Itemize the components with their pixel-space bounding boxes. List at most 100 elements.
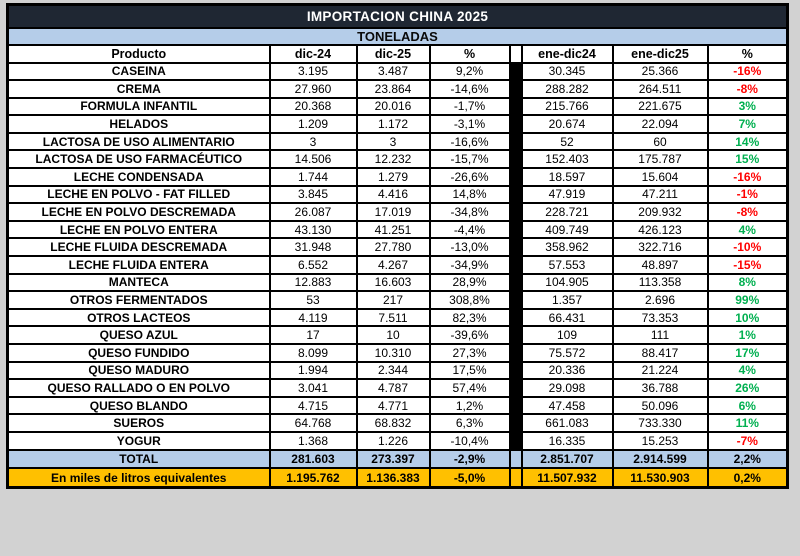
value-cell: 27,3% — [428, 343, 511, 363]
value-cell: 209.932 — [611, 202, 709, 222]
pct-change-cell: 15% — [706, 149, 789, 170]
import-table-sheet: IMPORTACION CHINA 2025 TONELADAS Product… — [6, 3, 789, 490]
product-cell: QUESO RALLADO O EN POLVO — [6, 378, 271, 398]
value-cell: 1.136.383 — [355, 467, 431, 489]
value-cell: 152.403 — [520, 149, 614, 170]
value-cell: 27.780 — [355, 237, 431, 258]
product-cell: LECHE CONDENSADA — [6, 167, 271, 187]
value-cell: 66.431 — [520, 307, 614, 328]
value-cell: 3 — [355, 131, 431, 152]
pct-change-cell: -15% — [706, 255, 789, 275]
product-cell: En miles de litros equivalentes — [6, 467, 271, 489]
section-divider — [508, 61, 523, 82]
value-cell: 47.458 — [520, 395, 614, 416]
value-cell: 661.083 — [520, 413, 614, 433]
value-cell: 3.845 — [268, 184, 358, 205]
table-row: LACTOSA DE USO ALIMENTARIO 3 3 -16,6% 52 60 14… — [6, 131, 789, 152]
value-cell: 4.416 — [355, 184, 431, 205]
section-divider — [508, 325, 523, 345]
section-divider — [508, 290, 523, 310]
product-cell: OTROS LACTEOS — [6, 307, 271, 328]
value-cell: 29.098 — [520, 378, 614, 398]
pct-change-cell: 11% — [706, 413, 789, 433]
pct-change-cell: 4% — [706, 219, 789, 240]
section-divider — [508, 114, 523, 134]
section-divider — [508, 430, 523, 451]
value-cell: 22.094 — [611, 114, 709, 134]
product-cell: HELADOS — [6, 114, 271, 134]
value-cell: 17,5% — [428, 360, 511, 381]
product-cell: YOGUR — [6, 430, 271, 451]
section-divider — [508, 395, 523, 416]
column-header-row: Producto dic-24 dic-25% ene-dic24 ene-dic25% — [6, 43, 789, 64]
column-header-dic-25: dic-25 — [355, 43, 431, 64]
section-divider — [508, 467, 523, 489]
value-cell: -2,9% — [428, 448, 511, 470]
table-row: LECHE FLUIDA DESCREMADA 31.948 27.780 -13,0… — [6, 237, 789, 258]
table-row: CREMA 27.960 23.864 -14,6% 288.282 264.511 -8% — [6, 79, 789, 99]
value-cell: 2.914.599 — [611, 448, 709, 470]
section-divider — [508, 272, 523, 293]
table-row: FORMULA INFANTIL 20.368 20.016 -1,7% 215.766… — [6, 96, 789, 117]
value-cell: 426.123 — [611, 219, 709, 240]
section-divider — [508, 131, 523, 152]
product-cell: SUEROS — [6, 413, 271, 433]
value-cell: 17 — [268, 325, 358, 345]
value-cell: 50.096 — [611, 395, 709, 416]
value-cell: 20.674 — [520, 114, 614, 134]
value-cell: 111 — [611, 325, 709, 345]
value-cell: 228.721 — [520, 202, 614, 222]
pct-change-cell: 26% — [706, 378, 789, 398]
section-divider — [508, 149, 523, 170]
value-cell: 8.099 — [268, 343, 358, 363]
value-cell: 1.744 — [268, 167, 358, 187]
section-divider — [508, 360, 523, 381]
table-row: QUESO AZUL 17 10 -39,6% 109 111 1% — [6, 325, 789, 345]
product-cell: LECHE FLUIDA ENTERA — [6, 255, 271, 275]
value-cell: 3.487 — [355, 61, 431, 82]
value-cell: 273.397 — [355, 448, 431, 470]
value-cell: -16,6% — [428, 131, 511, 152]
table-row: OTROS FERMENTADOS 53 217 308,8% 1.357 2.696 99… — [6, 290, 789, 310]
section-divider — [508, 202, 523, 222]
value-cell: 281.603 — [268, 448, 358, 470]
product-cell: QUESO AZUL — [6, 325, 271, 345]
value-cell: -1,7% — [428, 96, 511, 117]
value-cell: 14,8% — [428, 184, 511, 205]
value-cell: 4.771 — [355, 395, 431, 416]
value-cell: 9,2% — [428, 61, 511, 82]
value-cell: 733.330 — [611, 413, 709, 433]
value-cell: 53 — [268, 290, 358, 310]
product-cell: QUESO MADURO — [6, 360, 271, 381]
value-cell: 47.211 — [611, 184, 709, 205]
value-cell: 3.195 — [268, 61, 358, 82]
pct-change-cell: 10% — [706, 307, 789, 328]
value-cell: 4.715 — [268, 395, 358, 416]
value-cell: 36.788 — [611, 378, 709, 398]
value-cell: 43.130 — [268, 219, 358, 240]
value-cell: -4,4% — [428, 219, 511, 240]
product-cell: LECHE EN POLVO ENTERA — [6, 219, 271, 240]
value-cell: -3,1% — [428, 114, 511, 134]
value-cell: 358.962 — [520, 237, 614, 258]
value-cell: 7.511 — [355, 307, 431, 328]
value-cell: 57.553 — [520, 255, 614, 275]
value-cell: 1.195.762 — [268, 467, 358, 489]
value-cell: 52 — [520, 131, 614, 152]
column-header-producto: Producto — [6, 43, 271, 64]
section-divider — [508, 237, 523, 258]
column-header--: % — [428, 43, 511, 64]
unit-band-label: TONELADAS — [6, 26, 789, 46]
value-cell: 215.766 — [520, 96, 614, 117]
pct-change-cell: 1% — [706, 325, 789, 345]
value-cell: 1.279 — [355, 167, 431, 187]
value-cell: 6,3% — [428, 413, 511, 433]
value-cell: 25.366 — [611, 61, 709, 82]
pct-change-cell: 4% — [706, 360, 789, 381]
value-cell: 1.357 — [520, 290, 614, 310]
value-cell: -10,4% — [428, 430, 511, 451]
value-cell: 6.552 — [268, 255, 358, 275]
section-divider — [508, 219, 523, 240]
product-cell: TOTAL — [6, 448, 271, 470]
value-cell: 12.232 — [355, 149, 431, 170]
